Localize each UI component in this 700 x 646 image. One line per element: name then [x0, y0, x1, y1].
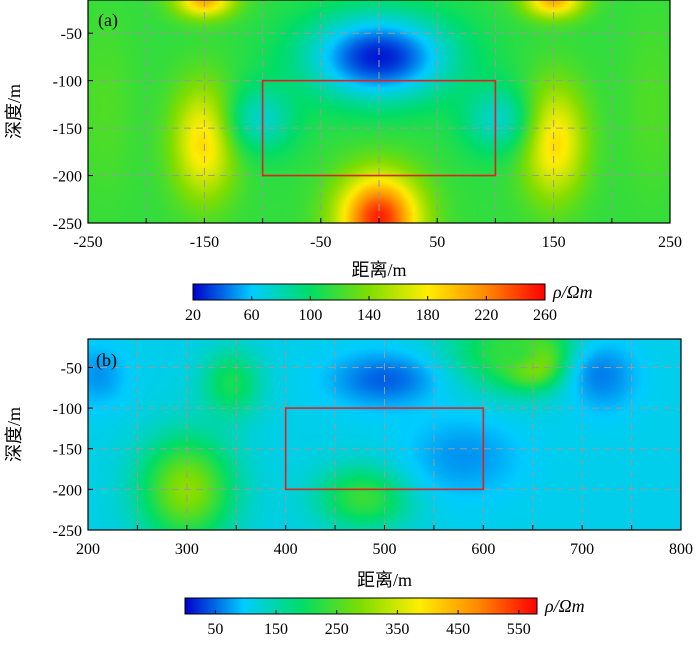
y-tick-label: -250 [53, 216, 82, 233]
colorbar-tick-label: 60 [244, 307, 260, 324]
colorbar-gradient [184, 597, 538, 615]
x-axis-title: 距离/m [351, 260, 406, 280]
panel-b: 200 300 400 500 600 700 800 -50 -100 -150 -200 -250… [4, 338, 693, 590]
x-tick-label: -150 [190, 234, 219, 251]
x-tick-label: 300 [175, 541, 199, 558]
panel-a: -250 -150 -50 50 150 250 -50 -100 -150 -200 -250 距离… [4, 0, 682, 280]
x-tick-label: 500 [373, 541, 397, 558]
colorbar-tick-label: 140 [357, 307, 381, 324]
y-axis-title: 深度/m [4, 84, 24, 139]
colorbar-tick-label: 350 [385, 621, 409, 638]
colorbar-b: 50 150 250 350 450 550 ρ/Ωm [184, 596, 585, 638]
x-tick-label: 150 [542, 234, 566, 251]
x-tick-label: 400 [274, 541, 298, 558]
target-rectangle [284, 407, 485, 491]
colorbar-tick-label: 550 [507, 621, 531, 638]
colorbar-a: 20 60 100 140 180 220 260 ρ/Ωm [185, 282, 593, 324]
x-tick-label: 800 [669, 541, 693, 558]
colorbar-title: ρ/Ωm [552, 282, 593, 302]
y-axis-title: 深度/m [4, 407, 24, 462]
y-tick-label: -100 [53, 401, 82, 418]
y-tick-label: -150 [53, 442, 82, 459]
colorbar-title: ρ/Ωm [544, 596, 585, 616]
colorbar-tick-label: 450 [446, 621, 470, 638]
panel-label: (a) [98, 10, 118, 31]
y-tick-label: -100 [53, 74, 82, 91]
x-tick-label: 50 [429, 234, 445, 251]
colorbar-tick-label: 100 [298, 307, 322, 324]
x-tick-label: -250 [73, 234, 102, 251]
x-tick-label: 200 [76, 541, 100, 558]
colorbar-tick-label: 220 [474, 307, 498, 324]
x-tick-label: 700 [570, 541, 594, 558]
colorbar-tick-label: 250 [325, 621, 349, 638]
x-tick-label: 250 [658, 234, 682, 251]
colorbar-tick-label: 180 [416, 307, 440, 324]
target-rectangle [261, 79, 497, 177]
y-tick-label: -150 [53, 121, 82, 138]
y-tick-label: -200 [53, 482, 82, 499]
colorbar-tick-label: 50 [207, 621, 223, 638]
y-tick-label: -200 [53, 169, 82, 186]
y-tick-label: -50 [61, 26, 82, 43]
y-tick-label: -50 [61, 360, 82, 377]
colorbar-tick-label: 260 [533, 307, 557, 324]
y-tick-label: -250 [53, 523, 82, 540]
x-tick-label: 600 [471, 541, 495, 558]
x-axis-title: 距离/m [357, 570, 412, 590]
x-tick-label: -50 [310, 234, 331, 251]
colorbar-tick-label: 20 [185, 307, 201, 324]
colorbar-tick-label: 150 [264, 621, 288, 638]
panel-label: (b) [96, 350, 117, 371]
